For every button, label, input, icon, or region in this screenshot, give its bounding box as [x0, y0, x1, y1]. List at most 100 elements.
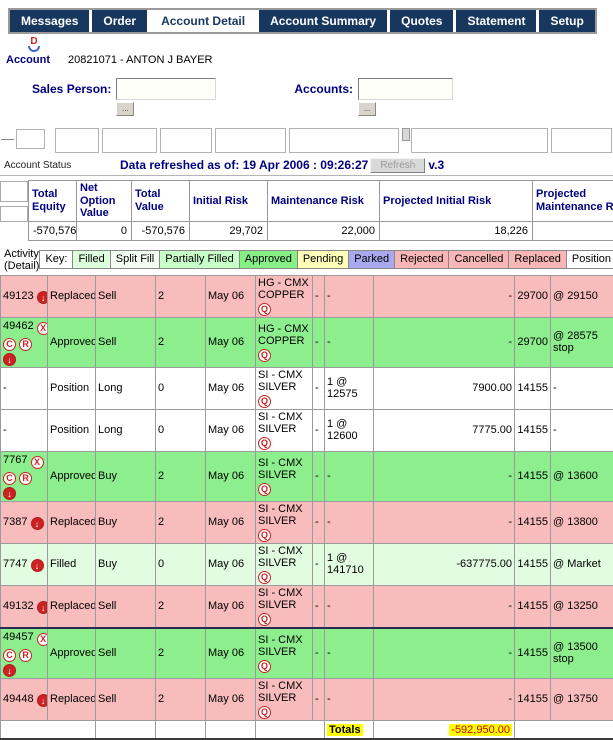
- down-arrow-icon[interactable]: ↓: [37, 291, 48, 304]
- status-cell: Replaced: [48, 275, 96, 317]
- quote-icon[interactable]: Q: [258, 303, 271, 316]
- quote-icon[interactable]: Q: [258, 349, 271, 362]
- tab-messages[interactable]: Messages: [10, 10, 89, 32]
- price-cell: 14155: [515, 678, 551, 720]
- order-id-cell: 7747 ↓: [1, 543, 48, 585]
- toolbar-strip: [0, 128, 613, 155]
- price-cell: 14155: [515, 501, 551, 543]
- accounts-browse-button[interactable]: ...: [358, 102, 376, 116]
- key-item-split-fill: Split Fill: [110, 251, 160, 268]
- commodity-cell: HG - CMX COPPER Q: [256, 317, 313, 367]
- down-arrow-icon[interactable]: ↓: [37, 601, 48, 614]
- tab-order[interactable]: Order: [92, 10, 147, 32]
- toolbar-box[interactable]: [16, 129, 45, 149]
- status-cell: Approved: [48, 317, 96, 367]
- quantity-cell: 2: [156, 317, 206, 367]
- replace-icon[interactable]: R: [19, 472, 32, 485]
- down-arrow-icon[interactable]: ↓: [3, 664, 16, 677]
- totals-label-cell: Totals: [325, 720, 374, 739]
- cancel-icon[interactable]: X: [37, 322, 48, 335]
- projected-initial-risk-value: 18,226: [380, 221, 533, 240]
- quote-icon[interactable]: Q: [258, 613, 271, 626]
- toolbar-box[interactable]: [215, 128, 286, 153]
- net-option-value: 0: [77, 221, 132, 240]
- key-item-rejected: Rejected: [394, 251, 448, 268]
- data-refreshed-text: Data refreshed as of: 19 Apr 2006 : 09:2…: [120, 158, 368, 172]
- total-equity-value: -570,576: [29, 221, 77, 240]
- status-line: Account Status Data refreshed as of: 19 …: [4, 156, 613, 174]
- tab-setup[interactable]: Setup: [539, 10, 594, 32]
- side-cell: Buy: [96, 501, 156, 543]
- scrollbar-thumb[interactable]: [402, 128, 410, 141]
- sales-person-input[interactable]: [116, 78, 216, 100]
- month-cell: May 06: [206, 543, 256, 585]
- down-arrow-icon[interactable]: ↓: [31, 517, 44, 530]
- quantity-cell: 0: [156, 409, 206, 451]
- quantity-cell: 2: [156, 501, 206, 543]
- quote-icon[interactable]: Q: [258, 660, 271, 673]
- sales-person-browse-button[interactable]: ...: [116, 102, 134, 116]
- toolbar-box[interactable]: [160, 128, 211, 153]
- quote-icon[interactable]: Q: [258, 437, 271, 450]
- cancel-icon[interactable]: X: [31, 456, 44, 469]
- d-status-icon[interactable]: D: [26, 37, 42, 52]
- month-cell: May 06: [206, 409, 256, 451]
- down-arrow-icon[interactable]: ↓: [3, 353, 16, 366]
- order-id-cell: 49448 ↓: [1, 678, 48, 720]
- quote-icon[interactable]: Q: [258, 571, 271, 584]
- quote-icon[interactable]: Q: [258, 483, 271, 496]
- at-price-cell: @ 13750: [551, 678, 613, 720]
- tab-account-summary[interactable]: Account Summary: [259, 10, 387, 32]
- toolbar-box[interactable]: [102, 128, 157, 153]
- status-cell: Filled: [48, 543, 96, 585]
- quantity-cell: 2: [156, 275, 206, 317]
- tab-statement[interactable]: Statement: [456, 10, 536, 32]
- month-cell: May 06: [206, 678, 256, 720]
- sales-person-group: Sales Person: ...: [32, 78, 216, 116]
- change-icon[interactable]: C: [3, 472, 16, 485]
- quantity-cell: 2: [156, 678, 206, 720]
- side-cell: Long: [96, 367, 156, 409]
- replace-icon[interactable]: R: [19, 649, 32, 662]
- replace-icon[interactable]: R: [19, 338, 32, 351]
- commodity-cell: SI - CMX SILVER Q: [256, 543, 313, 585]
- accounts-input[interactable]: [358, 78, 453, 100]
- price-cell: 14155: [515, 409, 551, 451]
- toolbar-box[interactable]: [289, 128, 400, 153]
- key-item-parked: Parked: [348, 251, 394, 268]
- dash-cell: -: [313, 501, 325, 543]
- change-icon[interactable]: C: [3, 649, 16, 662]
- toolbar-box[interactable]: [55, 128, 99, 153]
- change-icon[interactable]: C: [3, 338, 16, 351]
- down-arrow-icon[interactable]: ↓: [31, 559, 44, 572]
- fill-info-cell: -: [325, 585, 374, 628]
- col-header: Projected Maintenance Risk: [533, 181, 613, 222]
- quote-icon[interactable]: Q: [258, 529, 271, 542]
- toolbar-box[interactable]: [411, 128, 547, 153]
- status-cell: Replaced: [48, 501, 96, 543]
- tab-quotes[interactable]: Quotes: [390, 10, 453, 32]
- fill-info-cell: 1 @ 12575: [325, 367, 374, 409]
- month-cell: May 06: [206, 501, 256, 543]
- dash-cell: -: [313, 678, 325, 720]
- tab-account-detail[interactable]: Account Detail: [150, 10, 256, 32]
- side-cell: Long: [96, 409, 156, 451]
- toolbar-box[interactable]: [551, 128, 612, 153]
- quote-icon[interactable]: Q: [258, 395, 271, 408]
- down-arrow-icon[interactable]: ↓: [3, 487, 16, 500]
- quote-icon[interactable]: Q: [258, 706, 271, 719]
- fill-info-cell: 1 @ 12600: [325, 409, 374, 451]
- quantity-cell: 0: [156, 367, 206, 409]
- down-arrow-icon[interactable]: ↓: [37, 694, 48, 707]
- quantity-cell: 0: [156, 543, 206, 585]
- value-cell: -: [374, 585, 515, 628]
- dash-cell: -: [313, 585, 325, 628]
- cancel-icon[interactable]: X: [37, 633, 48, 646]
- at-price-cell: @ 13800: [551, 501, 613, 543]
- refresh-button[interactable]: Refresh: [370, 158, 425, 173]
- account-status-label: Account Status: [4, 160, 120, 171]
- fill-info-cell: -: [325, 678, 374, 720]
